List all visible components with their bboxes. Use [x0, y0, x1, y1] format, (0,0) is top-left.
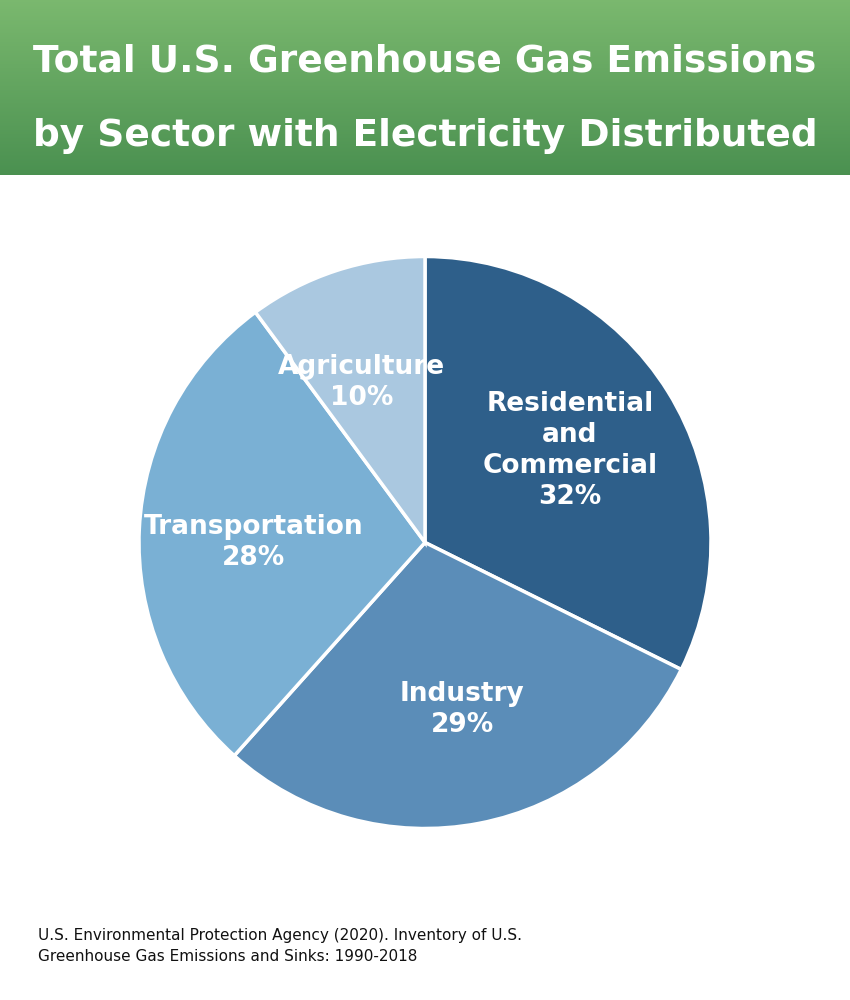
Text: by Sector with Electricity Distributed: by Sector with Electricity Distributed	[32, 118, 818, 154]
Text: Industry
29%: Industry 29%	[400, 681, 524, 738]
Wedge shape	[235, 542, 681, 828]
Text: Transportation
28%: Transportation 28%	[144, 514, 363, 571]
Text: U.S. Environmental Protection Agency (2020). Inventory of U.S.
Greenhouse Gas Em: U.S. Environmental Protection Agency (20…	[38, 928, 522, 964]
Text: Agriculture
10%: Agriculture 10%	[278, 354, 445, 411]
Text: Residential
and
Commercial
32%: Residential and Commercial 32%	[482, 391, 657, 510]
Wedge shape	[256, 256, 425, 542]
Wedge shape	[425, 256, 711, 670]
Wedge shape	[139, 312, 425, 756]
Text: Total U.S. Greenhouse Gas Emissions: Total U.S. Greenhouse Gas Emissions	[33, 43, 817, 79]
